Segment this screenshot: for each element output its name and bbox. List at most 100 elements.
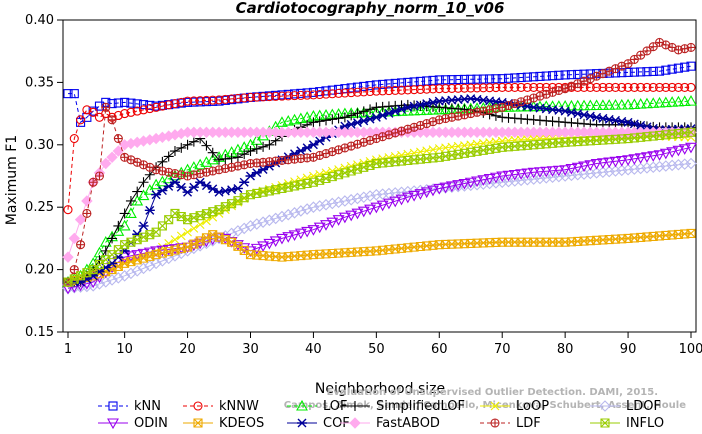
point-cof: [176, 182, 187, 192]
legend-marker-loop: [490, 401, 500, 411]
point-knnw: [522, 82, 532, 92]
legend-label-odin: ODIN: [134, 416, 168, 431]
point-cof: [182, 187, 193, 197]
point-knn: [503, 73, 514, 83]
point-knn: [478, 74, 488, 84]
point-ldof: [257, 216, 269, 228]
point-cof: [226, 185, 237, 195]
point-knn: [522, 72, 532, 82]
point-simplifiedlof: [107, 233, 118, 244]
point-knnw: [82, 105, 92, 115]
point-simplifiedlof: [314, 116, 325, 127]
point-simplifiedlof: [346, 110, 357, 121]
legend-item-simplifiedlof: SimplifiedLOF: [340, 399, 465, 414]
point-simplifiedlof: [251, 143, 262, 154]
point-ldof: [307, 201, 320, 213]
point-odin: [584, 160, 597, 171]
point-knnw: [63, 205, 73, 215]
point-odin: [502, 170, 515, 182]
point-knn: [434, 75, 444, 85]
point-simplifiedlof: [201, 140, 212, 151]
point-knnw: [503, 82, 514, 92]
point-knn: [302, 88, 312, 98]
point-ldof: [685, 157, 697, 170]
point-odin: [332, 215, 345, 226]
point-knnw: [88, 107, 98, 117]
legend-item-cof: COF: [287, 416, 350, 431]
point-fastabod: [62, 251, 74, 263]
point-ldof: [131, 265, 144, 277]
point-odin: [666, 147, 679, 158]
point-knnw: [396, 85, 407, 95]
point-cof: [188, 182, 199, 192]
series-layer: [62, 37, 697, 295]
y-tick-label: 0.40: [25, 13, 54, 28]
point-ldof: [603, 165, 615, 178]
point-simplifiedlof: [339, 112, 350, 123]
point-knn: [466, 74, 476, 84]
point-ldof: [395, 186, 408, 199]
point-lof: [439, 103, 452, 115]
point-lof: [584, 99, 597, 111]
point-odin: [250, 243, 263, 255]
point-lof: [565, 99, 578, 111]
point-cof: [157, 186, 168, 196]
point-knnw: [321, 89, 331, 99]
point-knn: [113, 98, 123, 108]
point-knnw: [264, 92, 274, 102]
point-ldof: [540, 172, 553, 184]
point-odin: [401, 192, 414, 204]
legend-label-knnw: kNNW: [219, 399, 259, 414]
point-knnw: [428, 84, 438, 94]
point-odin: [515, 169, 528, 180]
point-odin: [288, 230, 301, 242]
point-ldof: [634, 162, 647, 175]
point-ldof: [527, 173, 540, 185]
legend-marker-odin: [107, 418, 119, 430]
point-odin: [395, 194, 408, 206]
point-ldof: [301, 203, 313, 215]
point-odin: [408, 190, 421, 202]
point-knn: [566, 70, 576, 80]
point-ldof: [263, 214, 276, 227]
point-knn: [541, 71, 551, 81]
point-ldof: [238, 222, 250, 235]
point-odin: [534, 167, 546, 178]
point-knnw: [642, 82, 652, 92]
point-knnw: [170, 99, 180, 109]
legend-marker-fastabod: [349, 417, 361, 429]
point-lof: [137, 189, 150, 201]
point-cof: [163, 181, 174, 191]
point-knn: [510, 73, 520, 83]
point-knnw: [113, 110, 123, 121]
point-odin: [622, 155, 635, 166]
point-lof: [672, 95, 685, 107]
point-knnw: [277, 91, 287, 101]
point-knnw: [447, 83, 457, 93]
point-simplifiedlof: [182, 139, 193, 150]
point-odin: [257, 241, 270, 253]
point-loop: [176, 231, 186, 241]
point-lof: [609, 98, 622, 110]
point-ldof: [546, 171, 559, 184]
legend-marker-ldof: [599, 400, 611, 412]
point-ldof: [313, 200, 326, 212]
point-ldof: [150, 257, 162, 270]
legend-label-kdeos: KDEOS: [219, 416, 264, 431]
point-knnw: [654, 82, 665, 92]
point-ldof: [389, 187, 402, 199]
point-ldof: [471, 178, 483, 191]
point-ldof: [483, 177, 496, 190]
point-simplifiedlof: [232, 152, 243, 163]
point-simplifiedlof: [163, 151, 174, 162]
point-odin: [282, 232, 295, 243]
point-simplifiedlof: [176, 142, 187, 153]
point-odin: [609, 156, 622, 168]
point-knnw: [334, 88, 344, 98]
point-cof: [346, 119, 357, 129]
legend-marker-knn: [108, 401, 118, 411]
point-knnw: [478, 83, 488, 93]
point-knn: [396, 78, 407, 88]
series-fastabod: [62, 126, 697, 263]
